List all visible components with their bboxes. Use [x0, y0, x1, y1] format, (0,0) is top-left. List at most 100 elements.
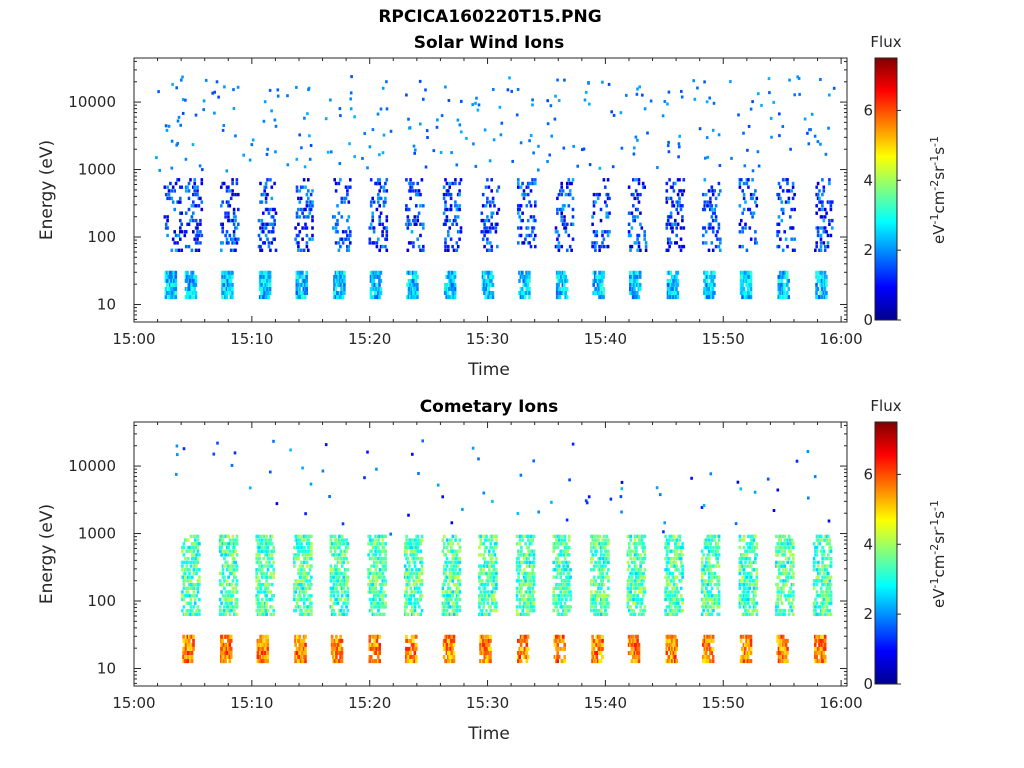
spectrogram-cell	[492, 549, 495, 553]
spectrogram-cell	[741, 270, 744, 275]
spectrogram-cell	[790, 207, 793, 212]
spectrogram-cell	[311, 218, 314, 223]
spectrogram-cell	[457, 564, 460, 568]
spectrogram-cell	[309, 204, 313, 208]
spectrogram-cell	[268, 597, 271, 602]
spectrogram-cell	[781, 211, 785, 215]
spectrogram-cell	[556, 196, 559, 201]
spectrogram-cell	[228, 538, 232, 542]
spectrogram-cell	[188, 549, 191, 553]
spectrogram-cell	[221, 295, 224, 300]
spectrogram-cell	[704, 230, 708, 234]
spectrogram-cell	[311, 226, 314, 230]
spectrogram-cell	[530, 564, 533, 568]
spectrogram-cell	[668, 582, 672, 587]
spectrogram-cell	[748, 291, 751, 295]
spectrogram-cell	[343, 571, 347, 576]
spectrogram-cell	[377, 646, 380, 651]
spectrogram-cell	[598, 291, 601, 295]
spectrogram-cell	[517, 241, 520, 245]
spectrogram-cell	[173, 207, 176, 212]
spectrogram-cell	[528, 575, 532, 579]
spectrogram-cell	[376, 112, 380, 116]
spectrogram-cell	[340, 542, 344, 546]
spectrogram-cell	[746, 278, 750, 283]
spectrogram-cell	[268, 560, 271, 565]
spectrogram-cell	[681, 215, 684, 219]
spectrogram-cell	[405, 634, 408, 639]
spectrogram-cell	[193, 556, 197, 561]
spectrogram-cell	[445, 605, 449, 609]
spectrogram-cell	[777, 181, 781, 186]
spectrogram-cell	[532, 605, 536, 609]
spectrogram-cell	[524, 582, 527, 587]
spectrogram-cell	[416, 534, 420, 539]
spectrogram-cell	[632, 218, 635, 223]
spectrogram-cell	[444, 642, 447, 647]
spectrogram-cell	[739, 278, 743, 283]
spectrogram-cell	[665, 226, 669, 230]
spectrogram-cell	[298, 274, 301, 279]
spectrogram-cell	[164, 274, 168, 279]
spectrogram-cell	[224, 594, 228, 598]
spectrogram-cell	[225, 241, 229, 245]
spectrogram-cell	[295, 553, 299, 557]
spectrogram-cell	[233, 571, 236, 576]
spectrogram-cell	[637, 568, 641, 572]
spectrogram-cell	[232, 107, 236, 110]
spectrogram-cell	[264, 274, 268, 279]
spectrogram-cell	[479, 594, 483, 598]
spectrogram-cell	[637, 646, 641, 651]
spectrogram-cell	[521, 211, 524, 215]
spectrogram-cell	[422, 244, 425, 249]
spectrogram-cell	[556, 538, 560, 542]
spectrogram-cell	[454, 582, 457, 587]
spectrogram-cell	[374, 594, 377, 598]
spectrogram-cell	[643, 575, 647, 579]
spectrogram-cell	[234, 575, 237, 579]
spectrogram-cell	[304, 651, 307, 655]
spectrogram-cell	[776, 222, 779, 226]
spectrogram-cell	[704, 274, 708, 279]
spectrogram-cell	[716, 230, 719, 234]
spectrogram-cell	[302, 634, 306, 639]
spectrogram-cell	[225, 545, 229, 550]
spectrogram-cell	[221, 655, 224, 659]
spectrogram-cell	[270, 241, 274, 245]
spectrogram-cell	[237, 237, 240, 241]
spectrogram-cell	[273, 118, 277, 122]
spectrogram-cell	[454, 200, 457, 204]
spectrogram-cell	[171, 200, 175, 204]
spectrogram-cell	[560, 659, 564, 664]
spectrogram-cell	[555, 582, 558, 587]
spectrogram-cell	[565, 612, 568, 616]
spectrogram-cell	[696, 86, 699, 90]
spectrogram-cell	[403, 605, 407, 609]
spectrogram-cell	[409, 282, 412, 287]
spectrogram-cell	[487, 274, 490, 279]
spectrogram-cell	[380, 556, 383, 561]
spectrogram-cell	[368, 634, 372, 639]
spectrogram-cell	[367, 582, 370, 587]
spectrogram-cell	[607, 594, 610, 598]
spectrogram-cell	[522, 575, 526, 579]
spectrogram-cell	[200, 233, 204, 238]
spectrogram-cell	[193, 612, 197, 616]
spectrogram-cell	[719, 237, 722, 241]
spectrogram-cell	[371, 545, 375, 550]
spectrogram-cell	[465, 136, 468, 140]
spectrogram-cell	[495, 579, 498, 583]
spectrogram-cell	[417, 211, 421, 215]
spectrogram-cell	[441, 590, 445, 594]
spectrogram-cell	[445, 218, 449, 223]
spectrogram-cell	[567, 605, 571, 609]
spectrogram-cell	[403, 601, 407, 605]
spectrogram-cell	[227, 594, 230, 598]
spectrogram-cell	[265, 612, 268, 616]
spectrogram-cell	[448, 642, 451, 647]
spectrogram-cell	[489, 200, 492, 204]
spectrogram-cell	[480, 659, 484, 664]
spectrogram-cell	[188, 568, 191, 572]
spectrogram-cell	[534, 178, 537, 182]
spectrogram-cell	[293, 597, 296, 602]
